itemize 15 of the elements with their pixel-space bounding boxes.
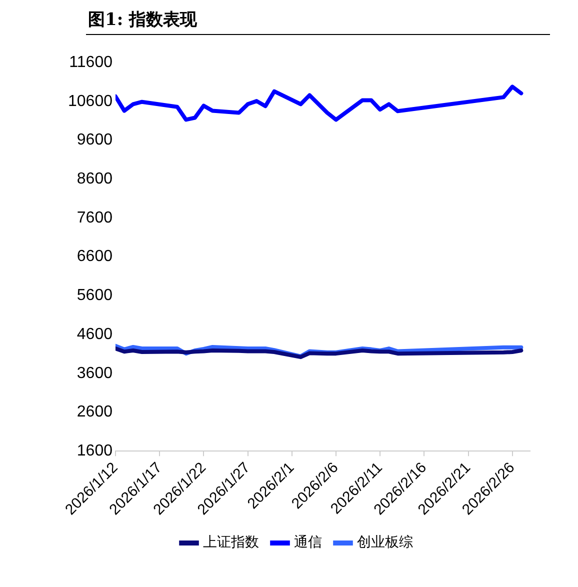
y-tick-label: 9600 [76, 132, 113, 149]
y-tick-label: 7600 [76, 209, 113, 226]
y-tick-label: 5600 [76, 287, 113, 304]
y-tick-label: 1600 [76, 442, 113, 460]
y-tick-label: 4600 [76, 326, 113, 343]
legend-label: 上证指数 [203, 534, 259, 551]
y-tick-label: 6600 [76, 248, 113, 266]
y-tick-label: 10600 [68, 92, 113, 110]
y-tick-label: 8600 [76, 170, 113, 188]
legend-label: 创业板综 [357, 534, 413, 551]
y-tick-label: 3600 [76, 364, 113, 382]
chart-title: 图1: 指数表现 [88, 9, 198, 31]
y-tick-label: 11600 [69, 54, 113, 72]
legend-label: 通信 [294, 534, 322, 551]
y-tick-label: 2600 [76, 404, 113, 421]
